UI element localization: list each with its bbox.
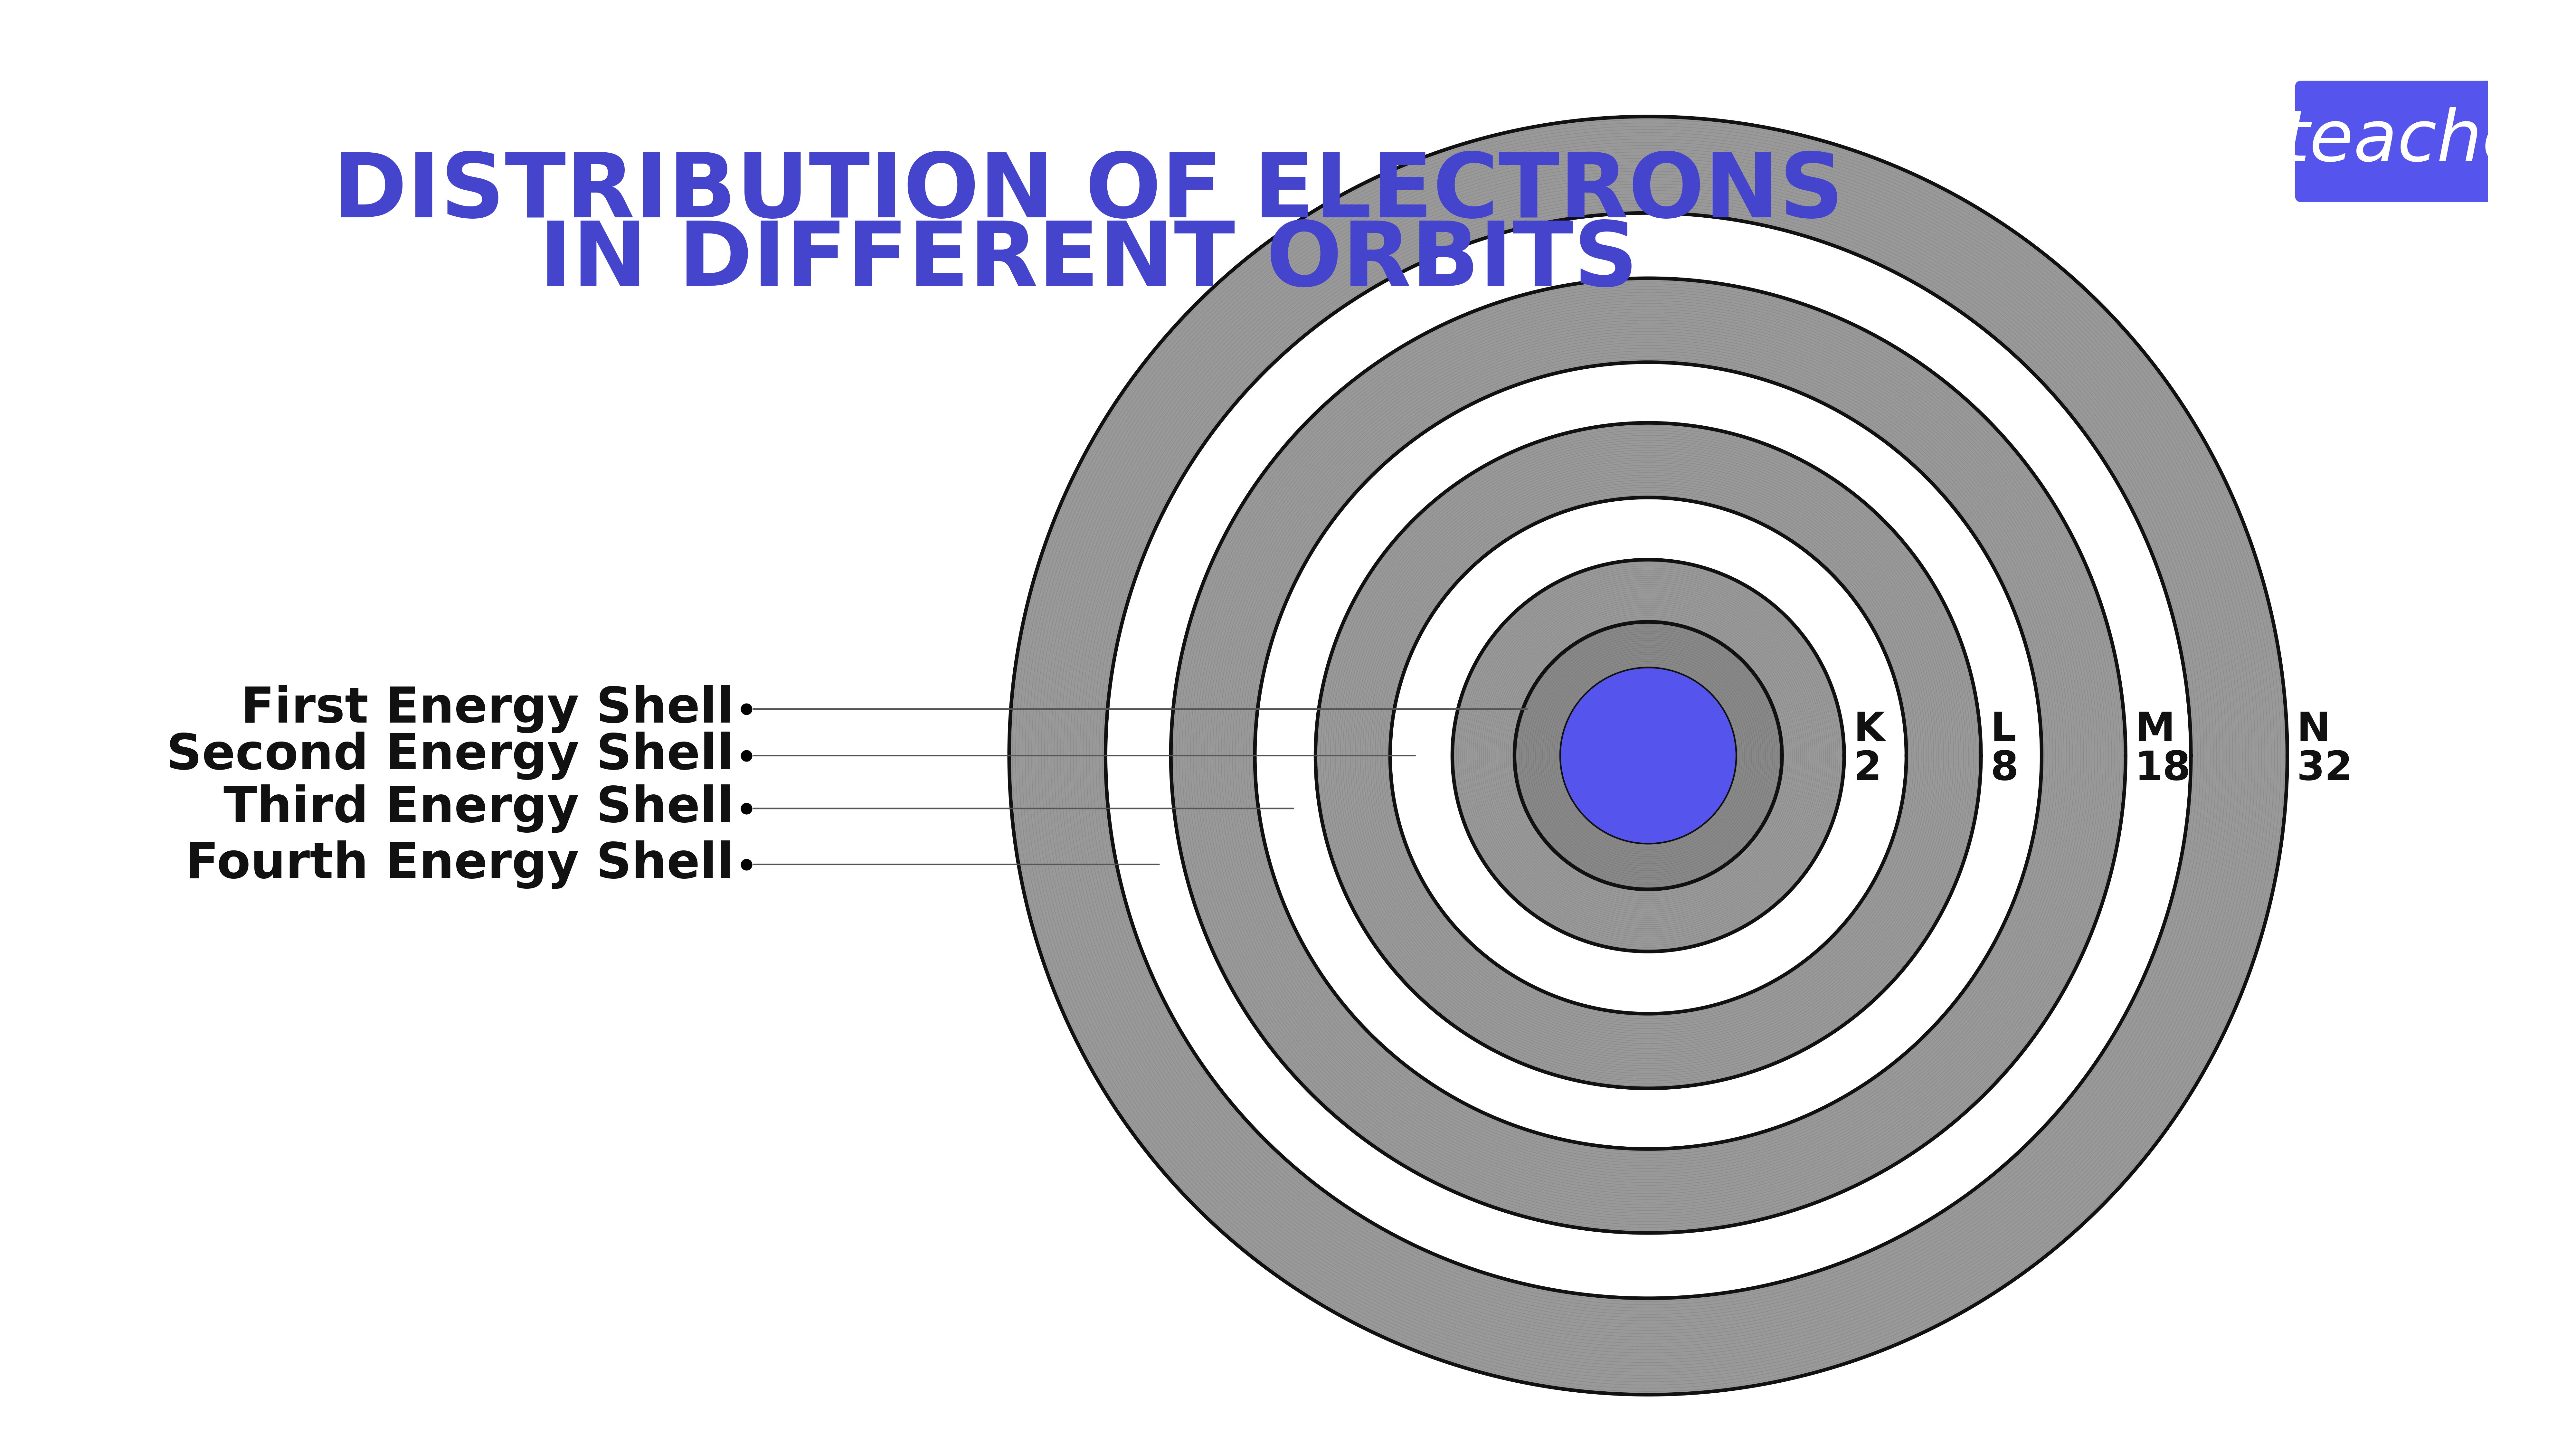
Text: K: K — [1855, 710, 1886, 749]
Circle shape — [1172, 278, 2125, 1233]
Text: 2: 2 — [1855, 749, 1880, 788]
Circle shape — [1561, 668, 1736, 843]
Text: Second Energy Shell: Second Energy Shell — [167, 732, 734, 780]
Circle shape — [1515, 622, 1783, 890]
Text: IN DIFFERENT ORBITS: IN DIFFERENT ORBITS — [538, 217, 1638, 304]
Circle shape — [1010, 116, 2287, 1395]
Circle shape — [1453, 559, 1844, 952]
Circle shape — [1255, 362, 2043, 1149]
Circle shape — [1105, 213, 2192, 1298]
FancyBboxPatch shape — [2295, 81, 2555, 201]
Circle shape — [1515, 622, 1783, 890]
Text: M: M — [2136, 710, 2174, 749]
Text: 8: 8 — [1991, 749, 2020, 788]
Circle shape — [1316, 423, 1981, 1088]
Text: DISTRIBUTION OF ELECTRONS: DISTRIBUTION OF ELECTRONS — [332, 149, 1844, 236]
Text: L: L — [1991, 710, 2017, 749]
Circle shape — [1391, 497, 1906, 1014]
Text: Third Energy Shell: Third Energy Shell — [224, 784, 734, 833]
Text: First Energy Shell: First Energy Shell — [242, 685, 734, 733]
Text: Fourth Energy Shell: Fourth Energy Shell — [185, 840, 734, 888]
Text: teachoo: teachoo — [2282, 107, 2571, 175]
Text: N: N — [2298, 710, 2331, 749]
Text: 18: 18 — [2136, 749, 2192, 788]
Text: 32: 32 — [2298, 749, 2352, 788]
Circle shape — [1561, 668, 1736, 843]
